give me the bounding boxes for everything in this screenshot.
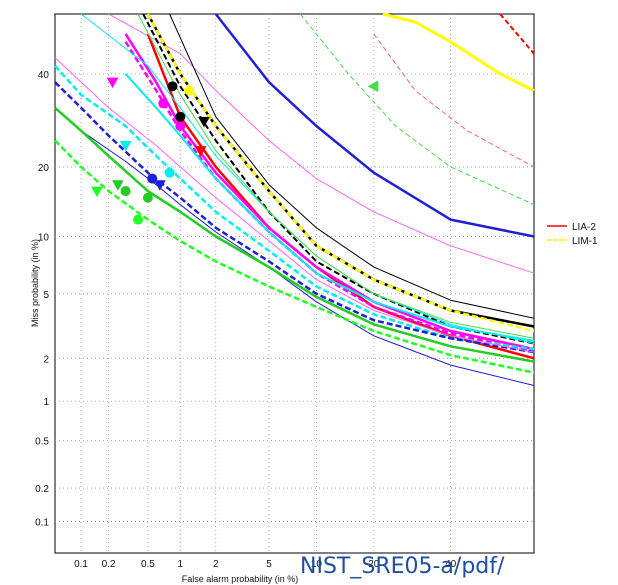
operating-point-marker <box>367 80 379 93</box>
y-tick-label: 10 <box>38 232 50 243</box>
det-curve <box>137 13 535 339</box>
operating-point-marker <box>133 214 144 225</box>
y-tick-label: 20 <box>38 163 50 174</box>
y-tick-label: 5 <box>43 290 49 301</box>
x-tick-label: 0.2 <box>102 559 116 570</box>
y-tick-label: 0.2 <box>35 484 49 495</box>
y-tick-label: 40 <box>38 70 50 81</box>
legend-label-lia2: LIA-2 <box>572 222 596 233</box>
x-tick-label: 20 <box>368 559 380 570</box>
y-axis-label: Miss probability (in %) <box>30 239 40 327</box>
det-curve <box>54 57 535 353</box>
det-curve <box>373 33 535 168</box>
det-curve <box>54 106 535 363</box>
operating-point-marker <box>194 146 207 157</box>
x-tick-label: 0.5 <box>141 559 155 570</box>
y-tick-label: 1 <box>43 397 49 408</box>
tick-labels: 0.1 0.2 0.5 1 2 5 10 20 40 0.1 0.2 0.5 1 2 5 10 20 40 <box>35 70 457 570</box>
operating-point-marker <box>175 121 186 132</box>
y-tick-label: 0.5 <box>35 436 49 447</box>
det-curve <box>124 33 535 351</box>
y-tick-label: 0.1 <box>35 517 49 528</box>
operating-point-marker <box>142 192 153 203</box>
operating-point-marker <box>164 167 175 178</box>
operating-point-marker <box>119 141 132 152</box>
markers <box>91 77 379 225</box>
operating-point-marker <box>112 180 124 191</box>
x-tick-label: 5 <box>266 559 272 570</box>
x-tick-label: 0.1 <box>74 559 88 570</box>
operating-point-marker <box>158 98 169 109</box>
series-lines <box>54 12 535 386</box>
det-curve <box>382 12 535 92</box>
y-tick-label: 2 <box>43 354 49 365</box>
x-tick-label: 2 <box>213 559 219 570</box>
x-tick-label: 1 <box>178 559 184 570</box>
det-curve <box>54 64 535 351</box>
det-curve <box>499 13 535 55</box>
legend-label-lim1: LIM-1 <box>572 236 598 247</box>
det-curve <box>54 107 535 386</box>
operating-point-marker <box>106 77 119 89</box>
det-curve <box>146 13 535 333</box>
det-curve <box>54 81 535 354</box>
legend-box <box>538 211 618 243</box>
det-curve <box>169 13 535 319</box>
det-curve <box>124 73 535 342</box>
operating-point-marker <box>198 116 210 128</box>
operating-point-marker <box>184 85 195 96</box>
operating-point-marker <box>175 111 186 122</box>
x-axis-label: False alarm probability (in %) <box>182 574 299 584</box>
det-curve <box>54 139 535 374</box>
caption-text: NIST_SRE05-a/pdf/ <box>300 554 505 579</box>
operating-point-marker <box>91 186 103 198</box>
x-tick-label: 40 <box>445 559 457 570</box>
operating-point-marker <box>154 180 166 191</box>
det-curve <box>108 13 535 274</box>
det-curve <box>142 13 535 345</box>
det-curve <box>214 13 535 238</box>
legend: LIA-2 LIM-1 <box>538 211 618 247</box>
operating-point-marker <box>167 81 178 92</box>
operating-point-marker <box>120 186 131 197</box>
det-curve <box>299 13 535 206</box>
x-tick-label: 10 <box>311 559 323 570</box>
